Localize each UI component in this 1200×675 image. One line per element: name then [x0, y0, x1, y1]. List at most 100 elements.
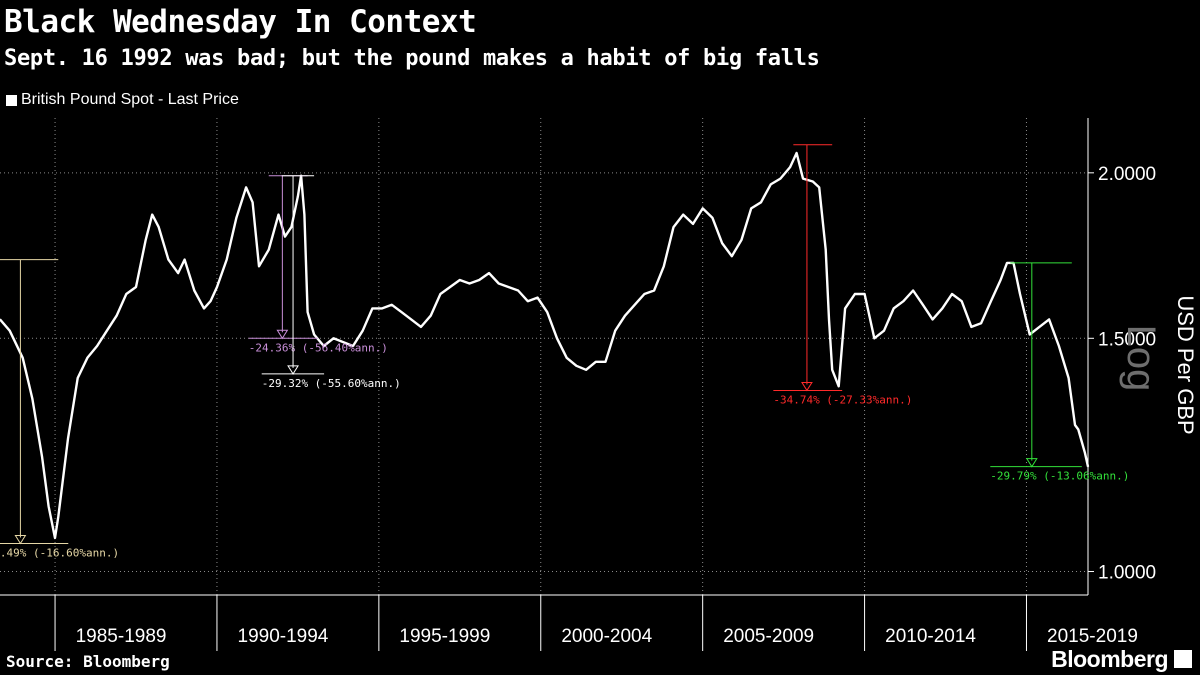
data-point [135, 286, 137, 288]
data-point [1038, 326, 1041, 328]
data-point [284, 235, 286, 238]
data-point [177, 272, 179, 274]
data-point [306, 311, 309, 313]
annotation-label: -29.79% (-13.06%ann.) [990, 470, 1129, 483]
data-point [167, 258, 170, 261]
annotation-label: -24.36% (-56.40%ann.) [249, 341, 388, 354]
data-point [183, 258, 186, 261]
y-tick-label: 1.5000 [1098, 329, 1156, 350]
data-point [410, 318, 413, 321]
data-point [47, 505, 50, 508]
data-point [144, 239, 147, 241]
data-point [290, 226, 293, 228]
chart-subtitle: Sept. 16 1992 was bad; but the pound mak… [4, 46, 820, 71]
scale-label: Log [1119, 325, 1163, 392]
data-point [54, 537, 56, 539]
data-point [811, 180, 814, 183]
data-point [439, 293, 442, 295]
data-point [818, 186, 821, 189]
data-point [643, 293, 646, 295]
data-point [595, 360, 597, 363]
data-point [769, 183, 772, 186]
data-point [258, 265, 260, 268]
data-point [420, 326, 422, 328]
data-point [999, 279, 1002, 281]
data-point [478, 279, 481, 281]
data-point [57, 515, 60, 518]
annotation-label: -29.32% (-55.60%ann.) [262, 377, 401, 390]
source-note: Source: Bloomberg [6, 652, 170, 671]
data-point [672, 226, 675, 228]
data-point [633, 303, 636, 306]
data-point [371, 307, 374, 310]
legend-label: British Pound Spot - Last Price [21, 91, 239, 108]
data-point [400, 311, 403, 313]
data-point [0, 318, 1, 321]
chart-title: Black Wednesday In Context [4, 4, 477, 40]
data-point [216, 286, 218, 288]
data-point [1083, 451, 1086, 454]
data-point [67, 437, 69, 440]
data-point [931, 318, 934, 321]
annotation-label: -34.74% (-27.33%ann.) [773, 393, 912, 406]
data-point [96, 345, 98, 347]
annotation-label: -40.49% (-16.60%ann.) [0, 546, 119, 559]
data-point [267, 248, 270, 251]
data-point [731, 255, 733, 258]
data-point [614, 329, 617, 332]
data-point [497, 282, 500, 285]
data-point [209, 300, 212, 302]
annotation-arrowhead [801, 381, 813, 392]
x-tick-label: 1990-1994 [238, 626, 329, 647]
data-point [1019, 293, 1021, 295]
data-point [429, 314, 432, 317]
data-point [692, 223, 694, 225]
y-tick-label: 2.0000 [1098, 164, 1156, 185]
data-point [941, 307, 944, 310]
legend: British Pound Spot - Last Price [6, 91, 239, 109]
data-point [1087, 465, 1089, 468]
data-point [1077, 428, 1080, 431]
x-tick-label: 2000-2004 [561, 626, 652, 647]
data-point [711, 216, 714, 219]
brand-logo: Bloomberg [1051, 646, 1168, 672]
data-point [1048, 318, 1050, 321]
data-point [313, 333, 315, 336]
data-point [701, 207, 704, 210]
data-point [653, 289, 655, 292]
data-point [624, 314, 626, 317]
data-point [795, 152, 798, 154]
data-point [352, 345, 354, 347]
data-point [789, 166, 791, 168]
data-point [323, 345, 325, 347]
data-point [779, 177, 782, 180]
data-point [225, 258, 228, 261]
data-point [488, 272, 490, 274]
data-point [106, 329, 108, 332]
data-point [125, 293, 128, 295]
data-point [1028, 333, 1031, 336]
legend-swatch [6, 94, 17, 106]
data-point [517, 289, 519, 292]
annotation-arrowhead [287, 365, 299, 375]
data-point [902, 300, 905, 302]
data-point [951, 293, 953, 295]
data-point [556, 337, 558, 340]
data-point [115, 314, 118, 317]
data-point [536, 296, 539, 299]
x-tick-label: 2010-2014 [885, 626, 976, 647]
data-point [831, 369, 833, 371]
data-point [960, 300, 963, 302]
data-point [873, 337, 876, 340]
data-point [277, 213, 280, 216]
series-line [0, 151, 1090, 540]
data-point [527, 300, 529, 302]
data-point [854, 293, 856, 295]
data-point [21, 356, 24, 359]
data-point [251, 201, 254, 204]
data-point [303, 213, 306, 216]
data-point [585, 369, 587, 371]
data-point [663, 265, 665, 268]
data-point [912, 289, 914, 292]
